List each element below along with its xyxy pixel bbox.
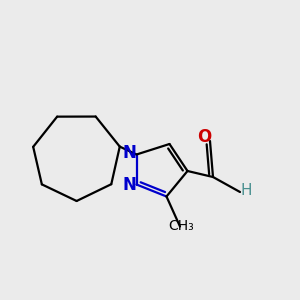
Text: CH₃: CH₃: [169, 220, 194, 233]
Text: N: N: [122, 144, 136, 162]
Text: N: N: [122, 176, 136, 194]
Text: O: O: [197, 128, 211, 146]
Text: H: H: [240, 183, 252, 198]
